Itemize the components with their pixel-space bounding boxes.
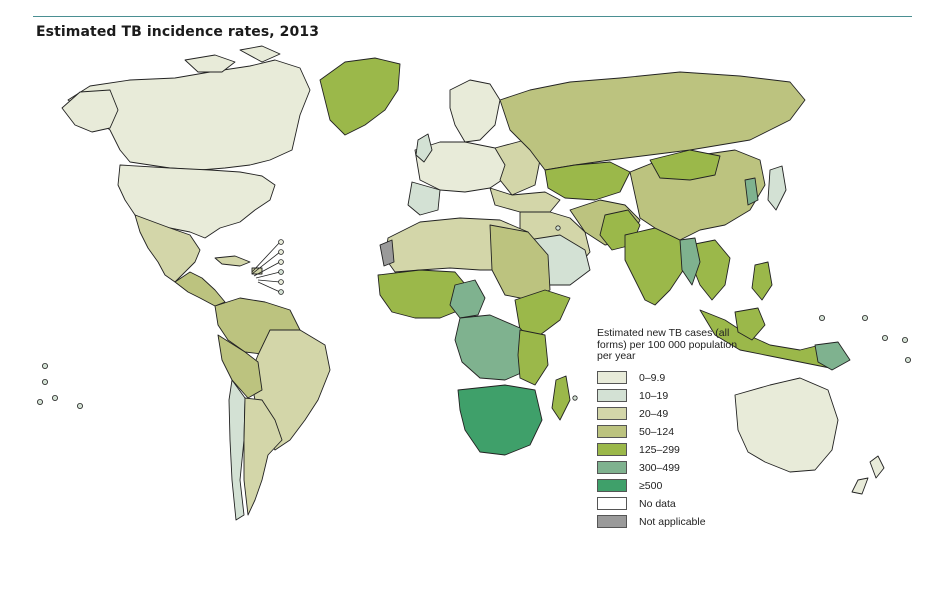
legend-label: 125–299 [639,443,680,456]
legend-label: No data [639,497,676,510]
island-marker [555,225,561,231]
legend-swatch [597,443,627,456]
legend-label: ≥500 [639,479,663,492]
region-korea-japan [744,177,759,206]
legend-swatch [597,371,627,384]
island-callout-marker [278,279,284,285]
region-chile [228,379,246,521]
legend-item: 10–19 [597,387,747,405]
island-marker [37,398,44,405]
region-new-zealand [851,455,885,495]
region-kazakhstan [544,161,631,201]
region-australia [734,377,839,473]
map-title: Estimated TB incidence rates, 2013 [36,24,320,40]
legend-label: 10–19 [639,389,669,402]
legend-item: 20–49 [597,405,747,423]
region-borneo [734,307,766,341]
island-marker [905,356,912,363]
legend-label: 20–49 [639,407,669,420]
island-marker [42,362,49,369]
legend-item: 125–299 [597,441,747,459]
region-southern-africa [457,384,543,456]
region-east-africa [517,329,549,386]
island-marker [42,378,49,385]
legend: Estimated new TB cases (all forms) per 1… [597,327,747,531]
region-west-africa [377,269,471,319]
region-central-africa [454,314,536,381]
region-russia [499,71,806,171]
legend-label: Not applicable [639,515,706,528]
island-callout-marker [278,249,284,255]
legend-swatch [597,425,627,438]
legend-label: 50–124 [639,425,675,438]
region-arctic-islands [184,45,281,73]
top-rule [33,16,912,17]
region-greenland [319,57,401,136]
legend-label: 0–9.9 [639,371,666,384]
region-canada [67,59,311,171]
region-mexico [134,214,201,283]
legend-swatch [597,461,627,474]
island-marker [77,402,84,409]
region-mongolia [649,149,721,181]
region-peru-bolivia [217,334,263,399]
region-madagascar [551,375,571,421]
legend-item: No data [597,495,747,513]
region-argentina [243,397,283,516]
legend-item: ≥500 [597,477,747,495]
legend-swatch [597,479,627,492]
island-marker [902,336,909,343]
region-nigeria [449,279,486,319]
legend-swatch [597,497,627,510]
island-marker [882,334,889,341]
island-marker [52,394,59,401]
legend-swatch [597,407,627,420]
region-myanmar [679,237,701,286]
legend-swatch [597,515,627,528]
legend-item: 300–499 [597,459,747,477]
region-usa [117,164,276,239]
region-central-america [174,271,226,307]
legend-label: 300–499 [639,461,680,474]
region-philippines [751,261,773,301]
region-uk [415,133,433,163]
island-marker [819,314,826,321]
legend-item: 50–124 [597,423,747,441]
region-scandinavia [449,79,501,143]
island-marker [862,314,869,321]
legend-item: Not applicable [597,513,747,531]
island-callout-marker [278,239,284,245]
region-western-sahara [379,239,395,267]
region-alaska [61,89,119,133]
legend-item: 0–9.9 [597,369,747,387]
island-callout-marker [278,259,284,265]
legend-swatch [597,389,627,402]
island-marker [572,395,578,401]
region-balkans-turkey [489,187,561,213]
region-japan [767,165,787,211]
region-iberia [407,181,441,216]
legend-title: Estimated new TB cases (all forms) per 1… [597,327,738,362]
region-png [814,341,851,371]
island-callout-marker [278,289,284,295]
island-callout-marker [278,269,284,275]
legend-items: 0–9.9 10–19 20–49 50–124 125–299 300–499 ≥500 N… [597,369,747,531]
